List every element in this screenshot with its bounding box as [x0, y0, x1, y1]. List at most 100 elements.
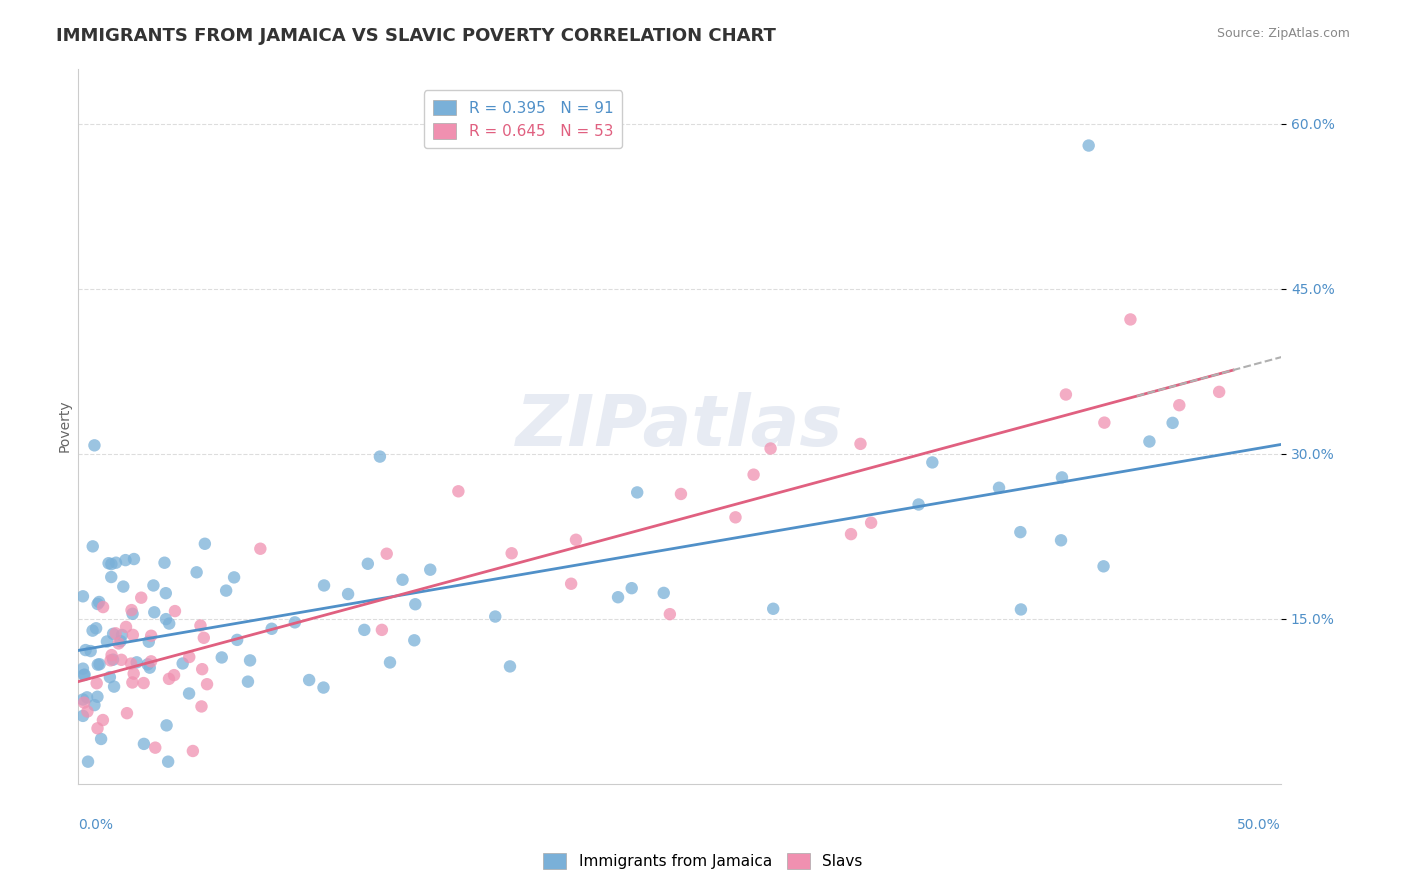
Point — [404, 633, 426, 648]
Point — [86, 721, 108, 735]
Point — [114, 553, 136, 567]
Point — [391, 573, 413, 587]
Point — [79, 644, 101, 658]
Point — [222, 570, 245, 584]
Point — [215, 583, 238, 598]
Point — [76, 705, 98, 719]
Point — [72, 590, 94, 604]
Point — [121, 607, 143, 621]
Point — [120, 657, 142, 671]
Point — [112, 580, 135, 594]
Legend: Immigrants from Jamaica, Slavs: Immigrants from Jamaica, Slavs — [537, 847, 869, 875]
Point — [90, 731, 112, 746]
Point — [226, 632, 249, 647]
Point — [742, 467, 765, 482]
Point — [236, 674, 259, 689]
Point — [177, 686, 200, 700]
Point — [484, 609, 506, 624]
Point — [105, 556, 128, 570]
Point — [312, 578, 335, 592]
Point — [921, 455, 943, 469]
Point — [447, 484, 470, 499]
Point — [357, 557, 380, 571]
Point — [1054, 387, 1077, 401]
Point — [111, 628, 134, 642]
Point — [82, 540, 104, 554]
Point — [91, 600, 114, 615]
Point — [129, 591, 152, 605]
Point — [157, 616, 180, 631]
Point — [652, 586, 675, 600]
Text: ZIPatlas: ZIPatlas — [516, 392, 844, 460]
Point — [762, 601, 785, 615]
Point — [1161, 416, 1184, 430]
Point — [501, 546, 523, 560]
Text: IMMIGRANTS FROM JAMAICA VS SLAVIC POVERTY CORRELATION CHART: IMMIGRANTS FROM JAMAICA VS SLAVIC POVERT… — [56, 27, 776, 45]
Point — [1139, 434, 1161, 449]
Text: 50.0%: 50.0% — [1237, 818, 1281, 832]
Point — [100, 653, 122, 667]
Point — [368, 450, 391, 464]
Point — [98, 670, 121, 684]
Point — [565, 533, 588, 547]
Point — [1092, 416, 1115, 430]
Point — [163, 668, 186, 682]
Point — [91, 713, 114, 727]
Point — [73, 696, 96, 710]
Point — [849, 437, 872, 451]
Point — [759, 442, 782, 456]
Point — [1092, 559, 1115, 574]
Point — [115, 706, 138, 721]
Point — [860, 516, 883, 530]
Point — [110, 634, 132, 648]
Point — [620, 581, 643, 595]
Point — [1010, 602, 1032, 616]
Point — [101, 653, 124, 667]
Point — [100, 570, 122, 584]
Point — [72, 709, 94, 723]
Point — [132, 737, 155, 751]
Point — [378, 656, 401, 670]
Point — [121, 603, 143, 617]
Point — [195, 677, 218, 691]
Point — [186, 566, 208, 580]
Point — [163, 604, 186, 618]
Point — [337, 587, 360, 601]
Text: Source: ZipAtlas.com: Source: ZipAtlas.com — [1216, 27, 1350, 40]
Point — [136, 657, 159, 672]
Y-axis label: Poverty: Poverty — [58, 400, 72, 452]
Point — [211, 650, 233, 665]
Point — [100, 648, 122, 662]
Point — [73, 668, 96, 682]
Point — [1050, 533, 1073, 548]
Legend: R = 0.395   N = 91, R = 0.645   N = 53: R = 0.395 N = 91, R = 0.645 N = 53 — [425, 90, 623, 148]
Point — [155, 718, 177, 732]
Point — [353, 623, 375, 637]
Point — [101, 627, 124, 641]
Point — [190, 618, 212, 632]
Point — [194, 537, 217, 551]
Point — [89, 657, 111, 672]
Point — [107, 636, 129, 650]
Point — [239, 653, 262, 667]
Point — [607, 591, 630, 605]
Point — [1208, 384, 1230, 399]
Point — [1119, 312, 1142, 326]
Point — [499, 659, 522, 673]
Point — [181, 744, 204, 758]
Point — [191, 662, 214, 676]
Point — [839, 527, 862, 541]
Point — [87, 595, 110, 609]
Point — [260, 622, 283, 636]
Point — [77, 755, 100, 769]
Point — [139, 654, 162, 668]
Point — [172, 657, 194, 671]
Point — [658, 607, 681, 622]
Point — [560, 576, 582, 591]
Point — [1168, 398, 1191, 412]
Point — [907, 498, 929, 512]
Point — [76, 690, 98, 705]
Point — [83, 698, 105, 712]
Point — [73, 667, 96, 681]
Point — [121, 628, 143, 642]
